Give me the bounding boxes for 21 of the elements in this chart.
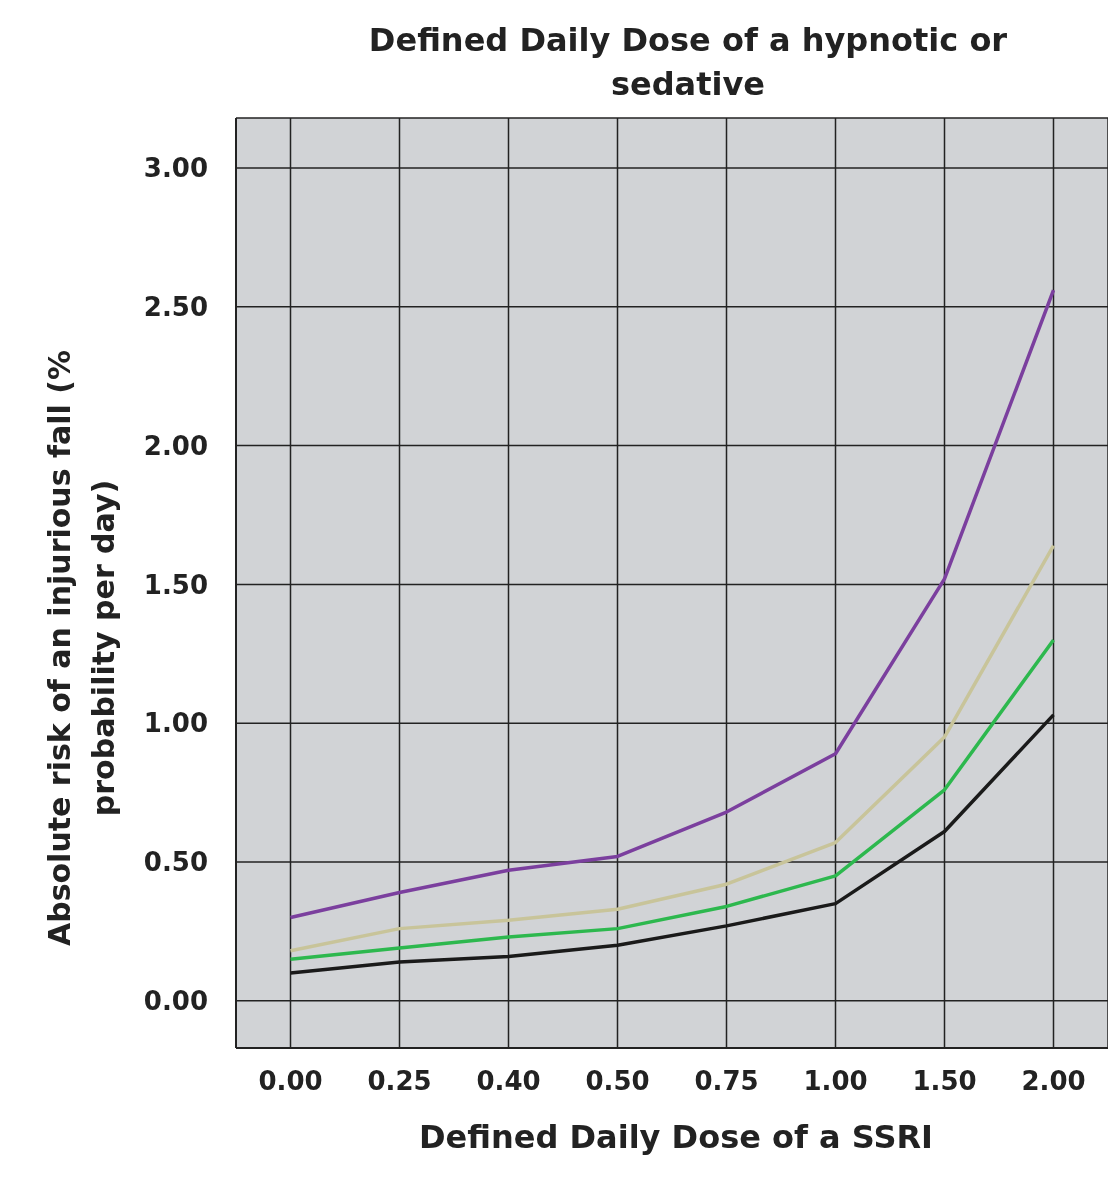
x-tick-label: 0.00: [258, 1066, 323, 1097]
y-axis-title: Absolute risk of an injurious fall (% probability per day): [41, 348, 122, 949]
chart-title: Defined Daily Dose of a hypnotic or sedative: [367, 20, 1009, 105]
x-tick-label: 1.00: [803, 1066, 868, 1097]
y-tick-label: 3.00: [143, 153, 208, 184]
y-tick-label: 2.00: [143, 430, 208, 461]
line-series: [288, 638, 1056, 961]
y-tick-label: 1.00: [143, 708, 208, 739]
y-tick-label: 2.50: [143, 292, 208, 323]
line-series: [288, 288, 1056, 920]
y-tick-label: 1.50: [143, 569, 208, 600]
x-tick-label: 2.00: [1021, 1066, 1086, 1097]
y-tick-label: 0.00: [143, 986, 208, 1017]
y-tick-label: 0.50: [143, 847, 208, 878]
x-tick-label: 0.75: [694, 1066, 759, 1097]
x-tick-label: 0.25: [367, 1066, 432, 1097]
x-tick-label: 1.50: [912, 1066, 977, 1097]
x-axis-title: Defined Daily Dose of a SSRI: [418, 1118, 934, 1156]
x-tick-label: 0.50: [585, 1066, 650, 1097]
x-tick-label: 0.40: [476, 1066, 541, 1097]
line-series: [288, 543, 1056, 953]
